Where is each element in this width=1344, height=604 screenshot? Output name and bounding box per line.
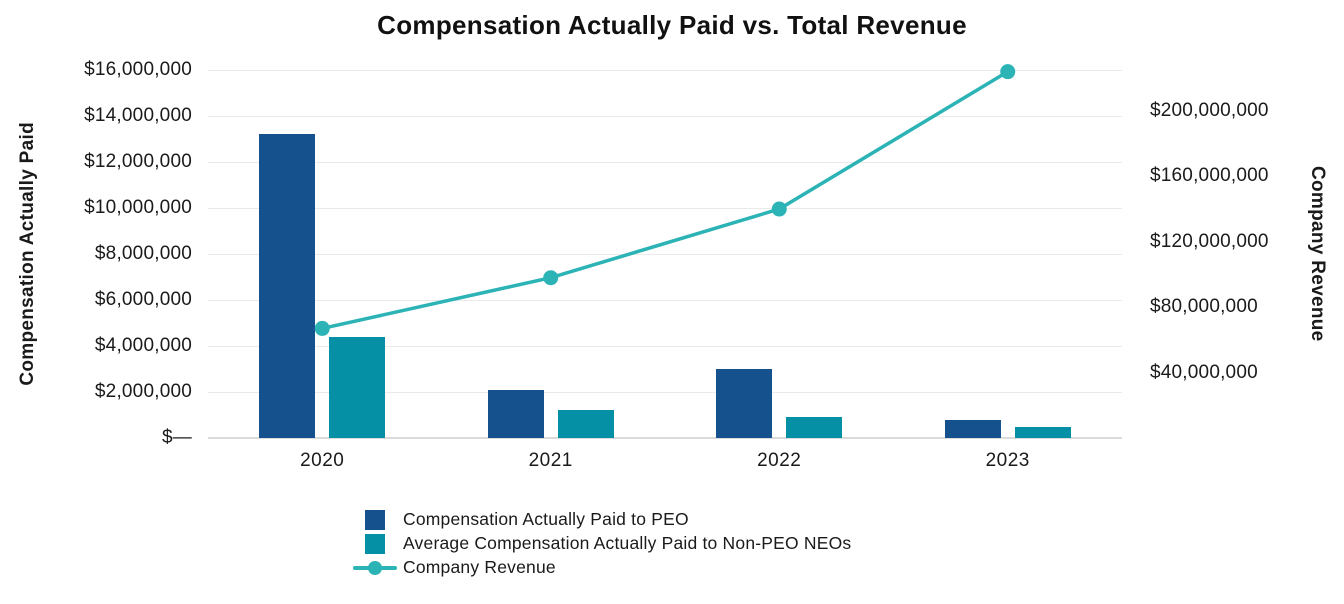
right-tick-label: $160,000,000	[1150, 165, 1269, 187]
chart-title: Compensation Actually Paid vs. Total Rev…	[377, 10, 967, 40]
legend-square-swatch-box	[353, 532, 397, 555]
baseline	[208, 437, 1122, 439]
legend-swatch	[353, 560, 397, 576]
bar-peo	[487, 389, 544, 438]
legend-swatch	[365, 533, 385, 554]
gridline	[208, 253, 1122, 255]
revenue-line	[321, 70, 1009, 331]
gridline	[208, 161, 1122, 163]
legend-square-swatch-box	[353, 508, 397, 531]
right-tick-label: $80,000,000	[1150, 296, 1258, 318]
legend-label: Company Revenue	[403, 557, 556, 577]
bar-non-peo	[557, 410, 614, 438]
revenue-point	[1000, 64, 1016, 80]
bar-non-peo	[1014, 426, 1071, 438]
gridline	[208, 345, 1122, 347]
revenue-point	[314, 320, 330, 336]
bar-non-peo	[786, 417, 843, 438]
gridline	[208, 299, 1122, 301]
legend-label: Compensation Actually Paid to PEO	[403, 509, 689, 529]
legend-swatch	[365, 509, 385, 530]
legend-label: Average Compensation Actually Paid to No…	[403, 533, 852, 553]
legend-item: Company Revenue	[353, 556, 851, 579]
x-tick-label: 2021	[528, 450, 573, 471]
gridline	[208, 207, 1122, 209]
bar-peo	[716, 369, 773, 438]
gridline	[208, 391, 1122, 393]
gridline	[208, 115, 1122, 117]
bar-peo	[259, 134, 316, 438]
x-tick-label: 2020	[300, 450, 345, 471]
bar-non-peo	[329, 336, 386, 438]
x-tick-label: 2022	[757, 450, 802, 471]
right-tick-label: $120,000,000	[1150, 230, 1269, 252]
right-axis-title: Company Revenue	[1307, 166, 1328, 342]
revenue-point	[771, 201, 787, 217]
x-tick-label: 2023	[985, 450, 1030, 471]
legend-item: Compensation Actually Paid to PEO	[353, 508, 851, 531]
left-axis-title: Compensation Actually Paid	[17, 122, 38, 386]
gridline	[208, 69, 1122, 71]
bar-peo	[944, 419, 1001, 438]
right-tick-label: $40,000,000	[1150, 361, 1258, 383]
legend-line-swatch-box	[353, 556, 397, 579]
legend-item: Average Compensation Actually Paid to No…	[353, 532, 851, 555]
left-axis-title-box: Compensation Actually Paid	[2, 70, 54, 438]
legend: Compensation Actually Paid to PEO Average…	[353, 508, 851, 579]
right-tick-label: $200,000,000	[1150, 99, 1269, 121]
revenue-point	[543, 270, 559, 286]
legend-dot	[368, 560, 382, 575]
right-axis-title-box: Company Revenue	[1292, 70, 1342, 438]
